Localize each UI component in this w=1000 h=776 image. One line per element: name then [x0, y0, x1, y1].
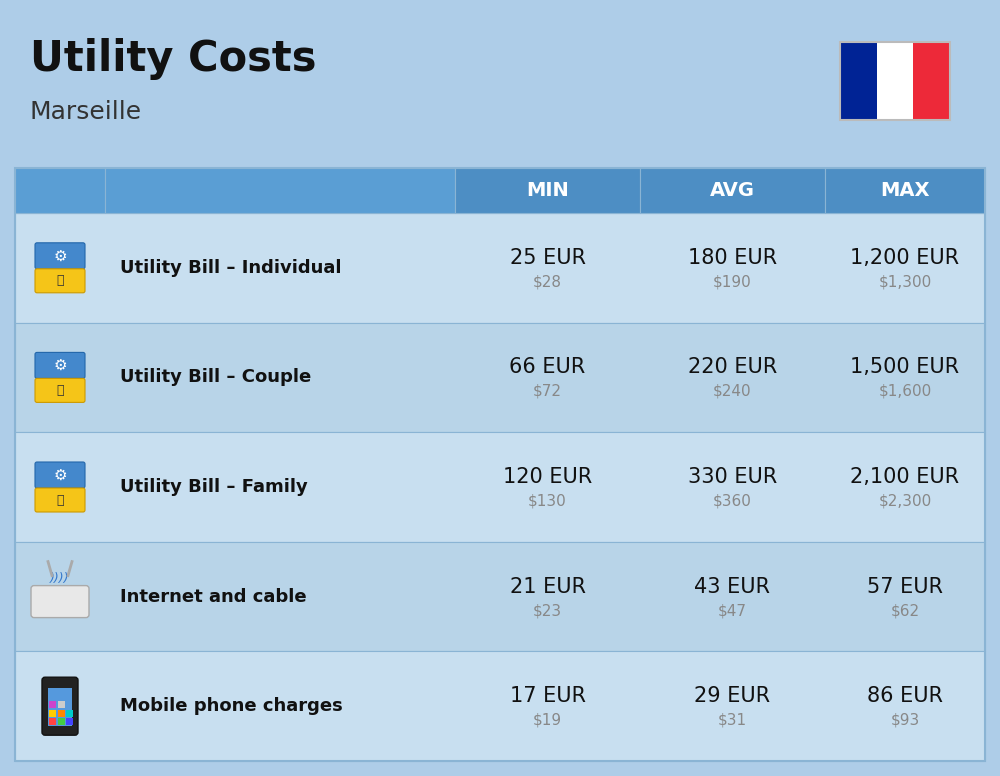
Text: 57 EUR: 57 EUR	[867, 577, 943, 597]
Bar	[15, 651, 985, 761]
Bar	[49, 710, 56, 717]
Text: $190: $190	[713, 274, 752, 289]
Text: $23: $23	[533, 603, 562, 618]
FancyBboxPatch shape	[31, 348, 89, 407]
Bar	[825, 168, 985, 213]
Bar	[58, 702, 64, 708]
Text: Utility Bill – Family: Utility Bill – Family	[120, 478, 308, 496]
Bar	[49, 719, 56, 726]
Text: ⚙: ⚙	[53, 358, 67, 373]
FancyBboxPatch shape	[35, 488, 85, 512]
Bar	[105, 168, 455, 213]
Text: 86 EUR: 86 EUR	[867, 686, 943, 706]
Bar	[15, 432, 985, 542]
Text: 1,200 EUR: 1,200 EUR	[850, 248, 960, 268]
Bar	[49, 702, 56, 708]
Text: 43 EUR: 43 EUR	[694, 577, 770, 597]
Bar	[840, 42, 877, 120]
FancyBboxPatch shape	[31, 458, 89, 516]
Bar	[913, 42, 950, 120]
Text: Mobile phone charges: Mobile phone charges	[120, 697, 343, 715]
FancyBboxPatch shape	[31, 677, 89, 735]
FancyBboxPatch shape	[35, 243, 85, 268]
Text: 220 EUR: 220 EUR	[688, 358, 777, 377]
Text: Internet and cable: Internet and cable	[120, 587, 307, 605]
Text: $2,300: $2,300	[878, 494, 932, 508]
FancyBboxPatch shape	[42, 677, 78, 735]
Text: $31: $31	[718, 712, 747, 728]
Text: 21 EUR: 21 EUR	[510, 577, 586, 597]
Text: $1,600: $1,600	[878, 384, 932, 399]
Text: Utility Bill – Couple: Utility Bill – Couple	[120, 369, 311, 386]
Text: $360: $360	[713, 494, 752, 508]
Text: Utility Costs: Utility Costs	[30, 38, 316, 80]
Bar	[66, 710, 73, 717]
Text: 🔧: 🔧	[56, 274, 64, 287]
FancyBboxPatch shape	[31, 239, 89, 296]
Bar	[66, 719, 73, 726]
Text: ⚙: ⚙	[53, 467, 67, 483]
Text: Marseille: Marseille	[30, 100, 142, 124]
Text: $62: $62	[890, 603, 920, 618]
FancyBboxPatch shape	[35, 352, 85, 379]
Text: 1,500 EUR: 1,500 EUR	[850, 358, 960, 377]
Text: $72: $72	[533, 384, 562, 399]
Text: ⚙: ⚙	[53, 248, 67, 263]
Text: 2,100 EUR: 2,100 EUR	[850, 467, 960, 487]
Bar	[15, 168, 985, 761]
Text: $19: $19	[533, 712, 562, 728]
Text: $240: $240	[713, 384, 752, 399]
Text: 17 EUR: 17 EUR	[510, 686, 586, 706]
Text: MAX: MAX	[880, 181, 930, 200]
Bar	[48, 688, 72, 726]
FancyBboxPatch shape	[35, 268, 85, 293]
Text: )))): ))))	[50, 572, 70, 585]
Bar	[15, 323, 985, 432]
Text: 120 EUR: 120 EUR	[503, 467, 592, 487]
Text: 180 EUR: 180 EUR	[688, 248, 777, 268]
Text: 🔧: 🔧	[56, 494, 64, 507]
Bar	[15, 213, 985, 323]
Text: 330 EUR: 330 EUR	[688, 467, 777, 487]
FancyBboxPatch shape	[31, 586, 89, 618]
Bar	[455, 168, 640, 213]
Text: 🔧: 🔧	[56, 384, 64, 397]
Text: $130: $130	[528, 494, 567, 508]
Bar	[640, 168, 825, 213]
Text: AVG: AVG	[710, 181, 755, 200]
Bar	[58, 710, 64, 717]
Text: Utility Bill – Individual: Utility Bill – Individual	[120, 259, 342, 277]
Text: 66 EUR: 66 EUR	[509, 358, 586, 377]
Text: $47: $47	[718, 603, 747, 618]
Bar	[840, 42, 950, 120]
Text: $1,300: $1,300	[878, 274, 932, 289]
Text: $28: $28	[533, 274, 562, 289]
Bar	[15, 542, 985, 651]
Bar	[58, 719, 64, 726]
FancyBboxPatch shape	[35, 462, 85, 488]
FancyBboxPatch shape	[31, 567, 89, 625]
Text: 29 EUR: 29 EUR	[694, 686, 771, 706]
Text: 25 EUR: 25 EUR	[510, 248, 586, 268]
Text: $93: $93	[890, 712, 920, 728]
Bar	[15, 168, 105, 213]
Text: MIN: MIN	[526, 181, 569, 200]
FancyBboxPatch shape	[35, 379, 85, 403]
Bar	[877, 42, 913, 120]
